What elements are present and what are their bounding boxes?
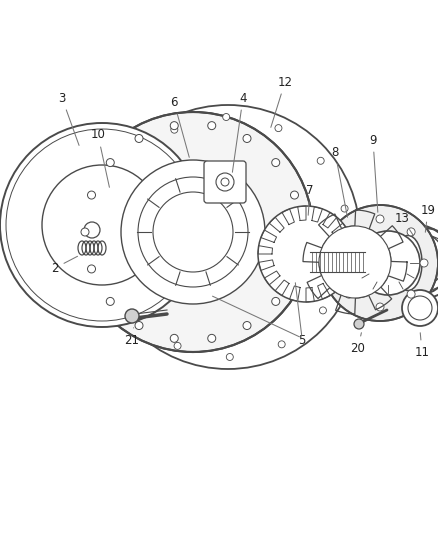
Circle shape (290, 191, 298, 199)
Text: 11: 11 (414, 333, 430, 359)
Circle shape (272, 159, 280, 167)
Circle shape (132, 310, 139, 317)
Circle shape (88, 191, 95, 199)
Circle shape (322, 205, 438, 321)
Circle shape (345, 228, 353, 236)
Circle shape (153, 192, 233, 272)
Text: 6: 6 (170, 95, 189, 157)
Circle shape (208, 122, 216, 130)
Circle shape (319, 226, 391, 298)
Circle shape (208, 334, 216, 342)
Circle shape (88, 265, 95, 273)
Circle shape (243, 134, 251, 142)
Circle shape (108, 262, 115, 269)
Circle shape (382, 225, 438, 295)
Circle shape (138, 177, 248, 287)
Circle shape (376, 215, 384, 223)
Text: 8: 8 (331, 146, 347, 217)
Circle shape (6, 129, 198, 321)
Text: 12: 12 (271, 76, 293, 127)
Circle shape (290, 265, 298, 273)
Circle shape (226, 353, 233, 360)
Circle shape (121, 160, 265, 304)
Circle shape (223, 114, 230, 120)
Circle shape (84, 222, 100, 238)
Circle shape (407, 290, 415, 298)
Text: 13: 13 (395, 212, 413, 236)
FancyBboxPatch shape (204, 161, 246, 203)
Circle shape (278, 341, 285, 348)
Text: 21: 21 (124, 328, 139, 346)
Circle shape (0, 123, 204, 327)
Ellipse shape (394, 236, 422, 290)
Text: 2: 2 (51, 256, 78, 274)
Circle shape (107, 208, 114, 215)
Circle shape (319, 307, 326, 314)
Circle shape (376, 303, 384, 311)
Circle shape (243, 321, 251, 329)
Circle shape (275, 125, 282, 132)
Circle shape (297, 228, 305, 236)
Circle shape (389, 232, 438, 288)
Circle shape (332, 259, 340, 267)
Circle shape (81, 228, 89, 236)
Circle shape (272, 297, 280, 305)
Circle shape (42, 165, 162, 285)
Circle shape (170, 334, 178, 342)
Circle shape (402, 290, 438, 326)
Circle shape (345, 290, 353, 298)
Circle shape (170, 122, 178, 130)
Circle shape (342, 259, 349, 265)
Circle shape (407, 228, 415, 236)
Circle shape (106, 159, 114, 167)
Circle shape (174, 342, 181, 350)
Circle shape (73, 112, 313, 352)
Circle shape (106, 297, 114, 305)
Circle shape (135, 321, 143, 329)
Text: 19: 19 (420, 204, 435, 232)
Circle shape (125, 309, 139, 323)
Text: 20: 20 (350, 333, 365, 354)
Circle shape (258, 206, 354, 302)
Circle shape (354, 319, 364, 329)
Circle shape (420, 259, 428, 267)
Text: 5: 5 (298, 334, 306, 346)
Text: 9: 9 (369, 133, 378, 212)
Circle shape (317, 157, 324, 164)
Text: 7: 7 (306, 183, 314, 215)
Text: 10: 10 (91, 128, 110, 187)
Circle shape (135, 134, 143, 142)
Circle shape (171, 126, 178, 133)
Circle shape (356, 231, 420, 295)
Circle shape (341, 205, 348, 212)
Circle shape (408, 296, 432, 320)
Text: 4: 4 (233, 92, 247, 172)
Text: 3: 3 (58, 92, 79, 146)
Circle shape (221, 178, 229, 186)
Circle shape (216, 173, 234, 191)
Circle shape (130, 160, 137, 167)
